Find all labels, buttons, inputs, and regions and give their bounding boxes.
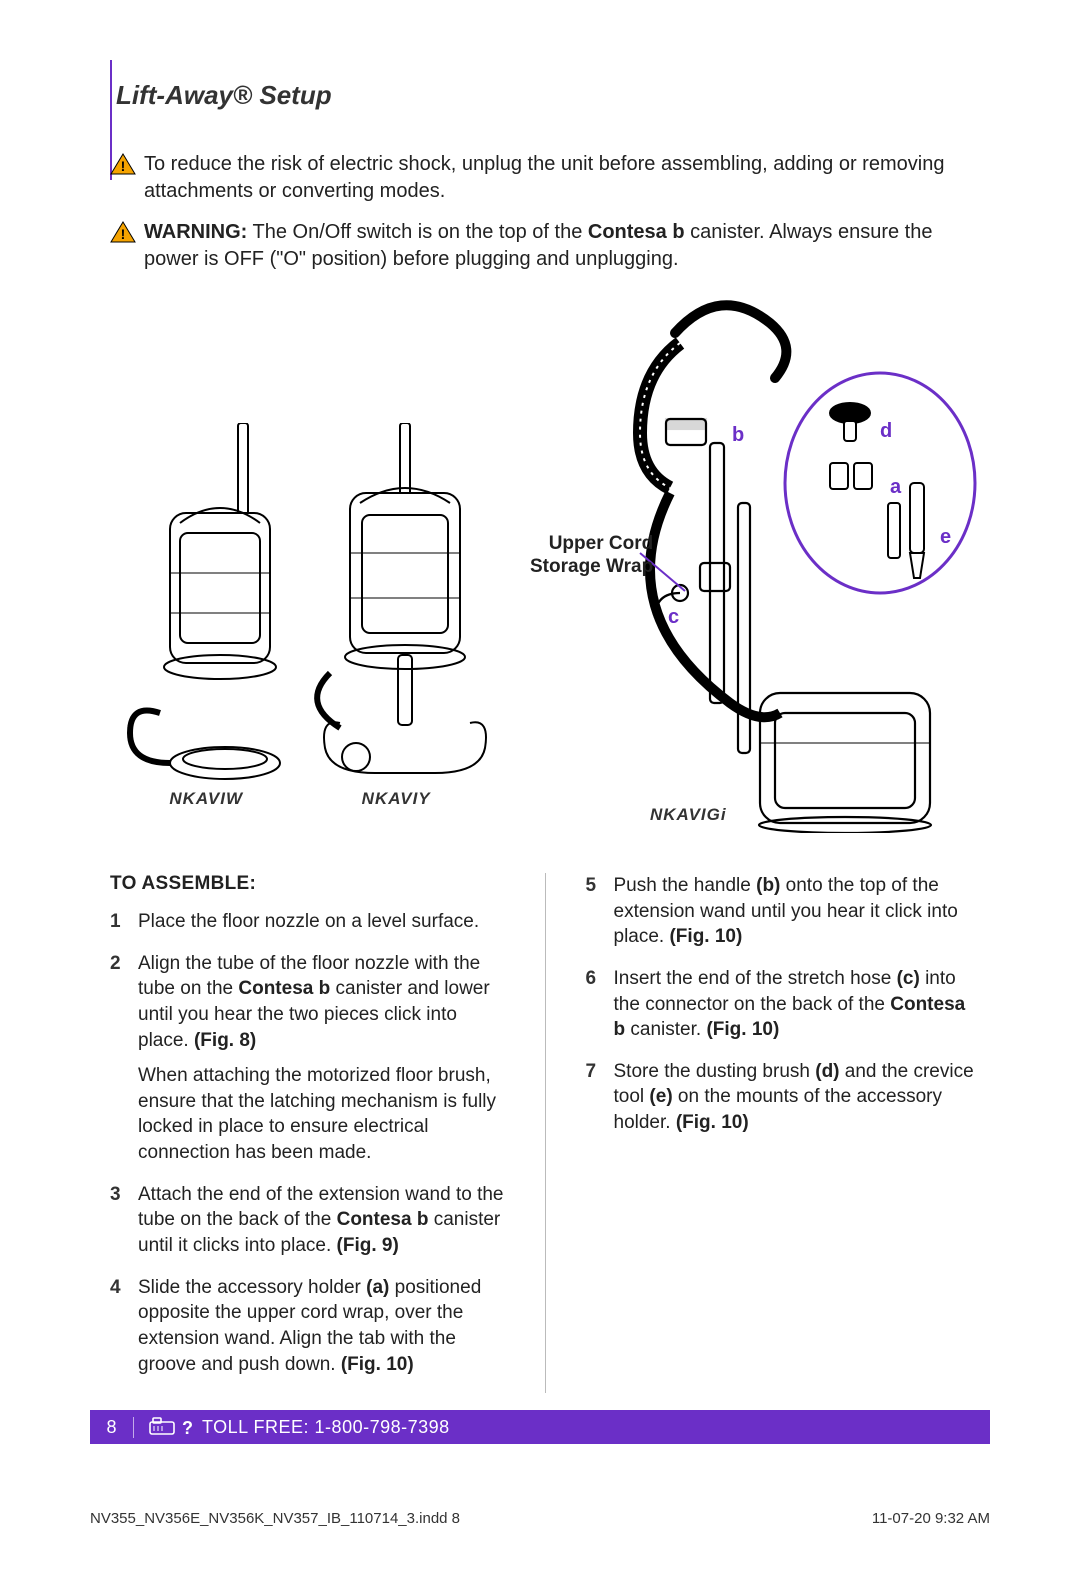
instruction-step: 4Slide the accessory holder (a) position… [110,1275,505,1378]
step-number: 4 [110,1275,121,1301]
svg-text:d: d [880,420,892,442]
svg-text:c: c [668,606,679,628]
cord-wrap-label: Upper Cord Storage Wrap [530,533,653,579]
warning-1-text: To reduce the risk of electric shock, un… [144,153,944,202]
warning-icon: ! [110,153,136,175]
warning-1: ! To reduce the risk of electric shock, … [110,151,980,205]
step-number: 2 [110,951,121,977]
instruction-step: 2Align the tube of the floor nozzle with… [110,951,505,1166]
instruction-step: 5Push the handle (b) onto the top of the… [586,873,981,950]
page-number: 8 [90,1417,134,1438]
step-number: 1 [110,909,121,935]
instruction-step: 3Attach the end of the extension wand to… [110,1182,505,1259]
step-number: 3 [110,1182,121,1208]
right-column: 5Push the handle (b) onto the top of the… [586,873,981,1393]
figure-8-caption: NKAVIW [169,789,243,809]
print-metadata: NV355_NV356E_NV356K_NV357_IB_110714_3.in… [90,1510,990,1527]
left-column: TO ASSEMBLE: 1Place the floor nozzle on … [110,873,505,1393]
vacuum-illustration-left [110,423,490,783]
figure-9-caption: NKAVIY [362,789,431,809]
figure-10-caption: NKAVIGi [650,805,727,824]
figure-8-9-group: NKAVIW NKAVIY [110,423,490,809]
phone-icon: ? [148,1416,192,1438]
print-file: NV355_NV356E_NV356K_NV357_IB_110714_3.in… [90,1510,460,1527]
step-number: 5 [586,873,597,899]
column-divider [545,873,546,1393]
svg-text:!: ! [121,226,126,242]
assemble-heading: TO ASSEMBLE: [110,873,505,895]
warning-2-text: WARNING: The On/Off switch is on the top… [144,221,933,270]
svg-text:e: e [940,526,951,548]
section-title: Lift-Away® Setup [116,80,980,111]
step-number: 6 [586,966,597,992]
instruction-step: 1Place the floor nozzle on a level surfa… [110,909,505,935]
page-content: Lift-Away® Setup ! To reduce the risk of… [110,80,980,1393]
instruction-columns: TO ASSEMBLE: 1Place the floor nozzle on … [110,873,980,1393]
figure-10-group: b c d a e Upper Cord Storage Wrap NKAVIG… [510,293,990,833]
instruction-step: 7Store the dusting brush (d) and the cre… [586,1059,981,1136]
step-number: 7 [586,1059,597,1085]
svg-text:a: a [890,476,902,498]
svg-text:!: ! [121,158,126,174]
warning-2: ! WARNING: The On/Off switch is on the t… [110,219,980,273]
figures-area: NKAVIW NKAVIY [110,293,980,853]
instruction-step: 6Insert the end of the stretch hose (c) … [586,966,981,1043]
footer-bar: 8 ? TOLL FREE: 1-800-798-7398 [90,1410,990,1444]
toll-free-text: TOLL FREE: 1-800-798-7398 [202,1417,450,1438]
step-note: When attaching the motorized floor brush… [138,1063,505,1166]
warning-icon: ! [110,221,136,243]
svg-text:b: b [732,424,744,446]
svg-text:?: ? [182,1418,192,1438]
print-timestamp: 11-07-20 9:32 AM [872,1510,990,1527]
warning-prefix: WARNING: [144,221,247,243]
